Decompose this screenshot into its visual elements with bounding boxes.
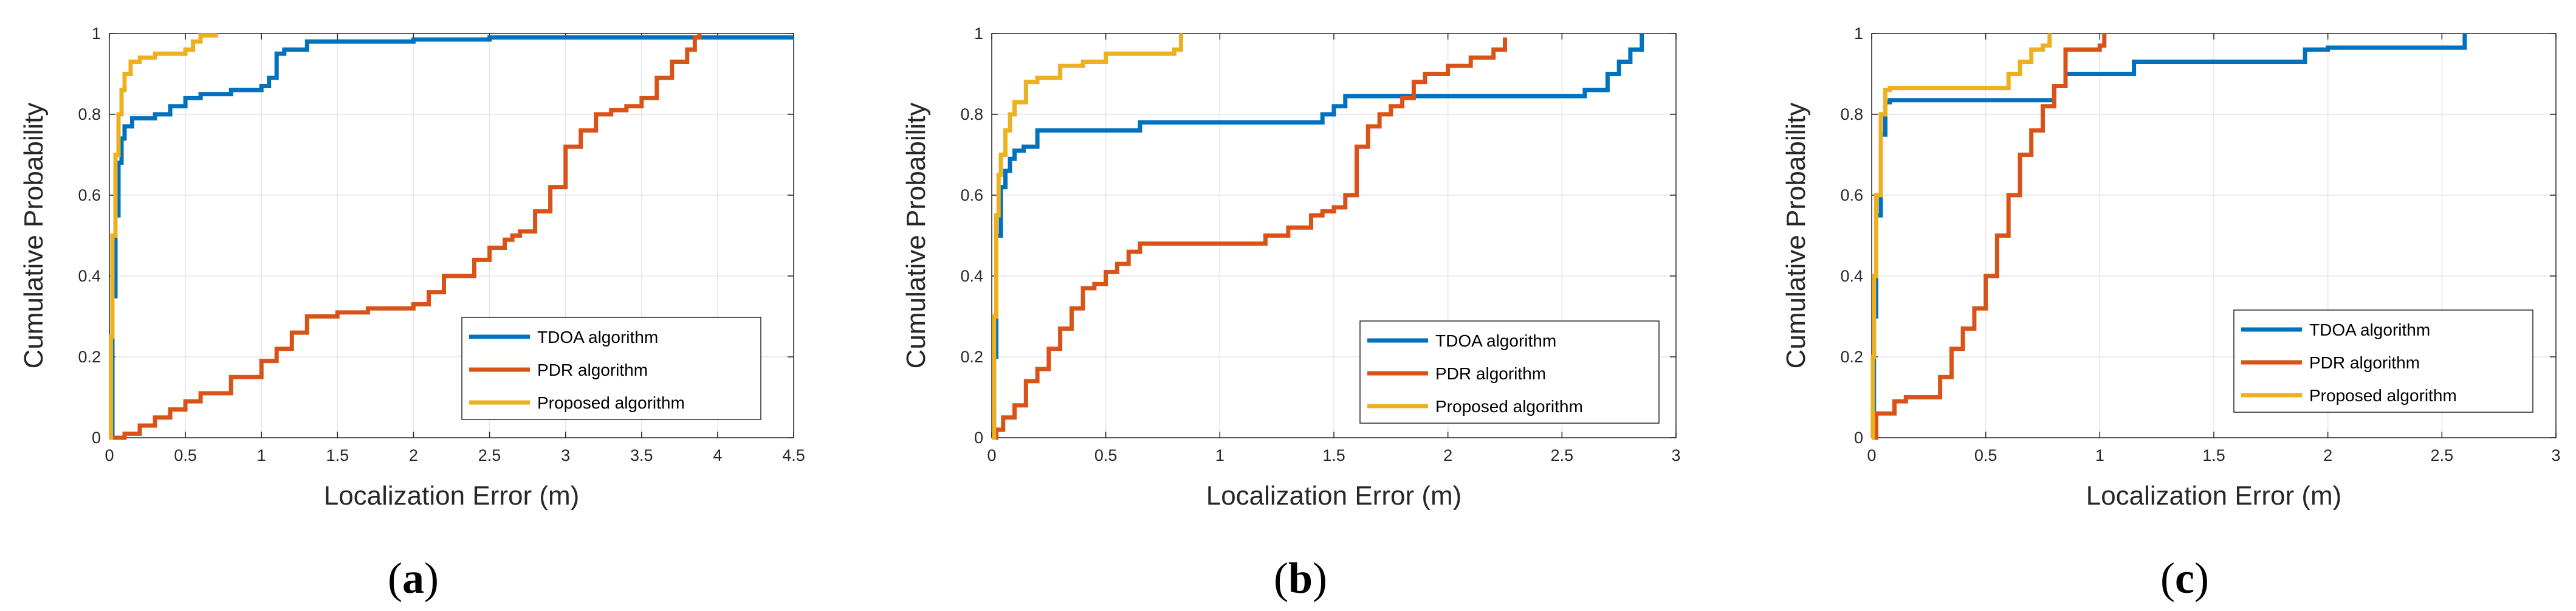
x-tick-label: 3 <box>2551 446 2560 464</box>
y-tick-label: 0.6 <box>78 186 101 204</box>
series-line-tdoa <box>992 33 1644 440</box>
y-tick-label: 0.4 <box>960 267 983 285</box>
x-tick-label: 2 <box>409 446 418 464</box>
y-tick-label: 0.2 <box>78 348 101 366</box>
legend: TDOA algorithm PDR algorithm Proposed algo… <box>2233 309 2533 413</box>
y-axis-label: Cumulative Probability <box>19 103 49 369</box>
chart-panel-b: 0 0.5 1 1.5 2 2.5 3 0 0.2 0.4 0.6 0.8 1 Localization … <box>901 24 1681 602</box>
x-tick-label: 1 <box>257 446 266 464</box>
series-line-proposed <box>109 33 218 440</box>
legend-entry-label: Proposed algorithm <box>1435 397 1583 416</box>
series-line-pdr <box>1872 33 2107 440</box>
series-line-proposed <box>1870 33 2052 440</box>
y-tick-label: 0.4 <box>78 267 101 285</box>
y-tick-label: 0 <box>974 429 983 447</box>
series-line-tdoa <box>109 35 794 440</box>
x-tick-label: 0 <box>987 446 996 464</box>
x-tick-label: 4.5 <box>782 446 805 464</box>
legend: TDOA algorithm PDR algorithm Proposed algo… <box>1359 320 1660 424</box>
y-tick-label: 1 <box>92 24 101 43</box>
y-axis-label: Cumulative Probability <box>1781 103 1811 369</box>
y-tick-label: 0 <box>1854 429 1863 447</box>
panel-label: (c) <box>2160 554 2209 602</box>
y-tick-label: 1 <box>1854 24 1863 43</box>
chart-panel-c: 0 0.5 1 1.5 2 2.5 3 0 0.2 0.4 0.6 0.8 1 Localization … <box>1781 24 2561 602</box>
y-tick-label: 1 <box>974 24 983 43</box>
legend-entry-label: TDOA algorithm <box>1435 331 1556 350</box>
x-tick-label: 0.5 <box>174 446 197 464</box>
legend: TDOA algorithm PDR algorithm Proposed algo… <box>461 317 761 420</box>
x-tick-label: 2 <box>2323 446 2332 464</box>
y-tick-label: 0.6 <box>1840 186 1863 204</box>
legend-entry-label: PDR algorithm <box>537 361 648 379</box>
panel-label: (b) <box>1274 554 1327 602</box>
legend-entry-label: PDR algorithm <box>2309 353 2420 372</box>
legend-entry-label: PDR algorithm <box>1435 364 1546 383</box>
x-tick-label: 0 <box>1867 446 1876 464</box>
x-tick-label: 0.5 <box>1094 446 1118 464</box>
x-tick-label: 3 <box>1671 446 1680 464</box>
series-line-pdr <box>109 33 702 440</box>
y-tick-label: 0.8 <box>1840 105 1863 123</box>
x-tick-label: 1.5 <box>326 446 349 464</box>
y-tick-label: 0.8 <box>960 105 983 123</box>
x-tick-label: 1.5 <box>2202 446 2225 464</box>
x-tick-label: 3.5 <box>630 446 653 464</box>
legend-entry-label: Proposed algorithm <box>2309 386 2457 405</box>
x-tick-label: 2.5 <box>478 446 501 464</box>
x-tick-label: 1.5 <box>1322 446 1345 464</box>
x-tick-label: 1 <box>1215 446 1224 464</box>
x-axis-label: Localization Error (m) <box>1206 481 1462 511</box>
legend-entry-label: TDOA algorithm <box>2309 320 2430 339</box>
axes-box <box>109 33 794 438</box>
x-tick-label: 0.5 <box>1974 446 1997 464</box>
y-tick-label: 0.8 <box>78 105 101 123</box>
y-axis-label: Cumulative Probability <box>901 103 931 369</box>
legend-entry-label: TDOA algorithm <box>537 328 658 347</box>
x-tick-label: 2.5 <box>1551 446 1574 464</box>
chart-panel-a: 0 0.5 1 1.5 2 2.5 3 3.5 4 4.5 0 0.2 0.4 0.6 0.8 1 Locali… <box>19 24 805 602</box>
y-tick-label: 0.4 <box>1840 267 1863 285</box>
x-tick-label: 4 <box>713 446 722 464</box>
x-axis-label: Localization Error (m) <box>324 481 580 511</box>
y-tick-label: 0.2 <box>1840 348 1863 366</box>
y-tick-label: 0 <box>92 429 101 447</box>
x-tick-label: 0 <box>105 446 114 464</box>
x-tick-label: 2 <box>1443 446 1452 464</box>
x-tick-label: 2.5 <box>2431 446 2454 464</box>
series-line-proposed <box>992 33 1183 440</box>
x-tick-label: 1 <box>2095 446 2104 464</box>
y-tick-label: 0.2 <box>960 348 983 366</box>
x-tick-label: 3 <box>561 446 570 464</box>
y-tick-label: 0.6 <box>960 186 983 204</box>
panel-label: (a) <box>388 554 439 602</box>
series-line-pdr <box>992 37 1507 440</box>
x-axis-label: Localization Error (m) <box>2086 481 2342 511</box>
legend-entry-label: Proposed algorithm <box>537 393 685 412</box>
